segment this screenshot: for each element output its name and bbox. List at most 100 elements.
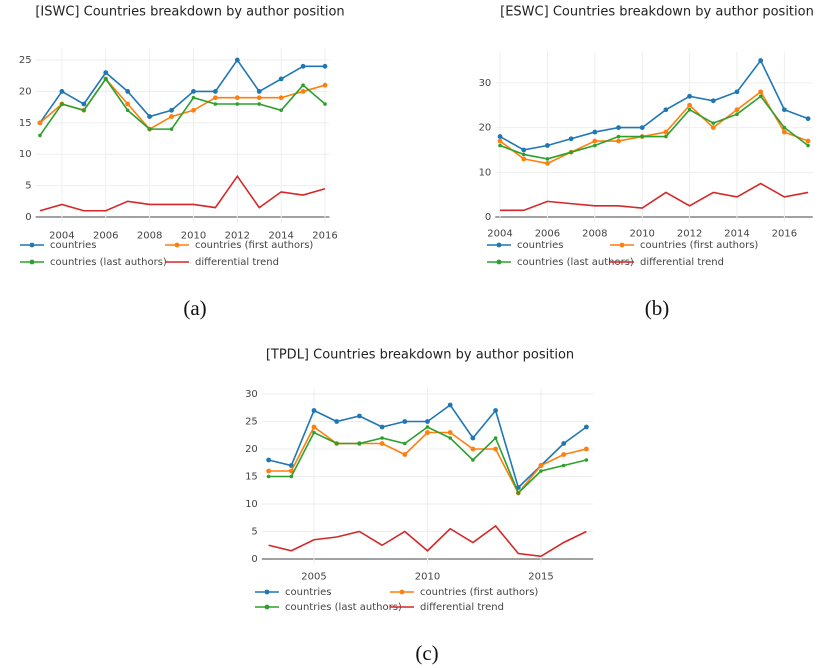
point (266, 468, 272, 474)
point (493, 446, 498, 452)
y-tick-label: 30 (479, 78, 492, 89)
legend-label: countries (first authors) (640, 240, 758, 251)
point (805, 138, 811, 144)
point (379, 441, 385, 446)
point (640, 134, 645, 139)
point (103, 70, 109, 76)
legend-label: countries (first authors) (420, 587, 538, 598)
point (498, 143, 502, 148)
point (710, 125, 716, 131)
point (447, 402, 453, 408)
point (256, 95, 262, 101)
legend-marker (496, 259, 502, 265)
point (521, 147, 527, 153)
series-line (499, 95, 809, 160)
x-tick-label: 2015 (528, 572, 553, 583)
point (593, 143, 597, 148)
point (561, 441, 567, 446)
y-tick-label: 30 (245, 389, 258, 400)
point (125, 89, 131, 94)
chart-title: [TPDL] Countries breakdown by author pos… (266, 348, 574, 363)
y-tick-label: 0 (25, 212, 31, 223)
x-tick-label: 2012 (677, 229, 702, 240)
legend-label: differential trend (195, 257, 279, 268)
point (545, 160, 550, 166)
point (256, 89, 262, 94)
point (470, 435, 476, 441)
x-tick-label: 2010 (415, 572, 440, 583)
point (125, 108, 130, 113)
point (710, 98, 716, 104)
y-tick-label: 0 (485, 212, 491, 223)
point (266, 457, 272, 463)
point (278, 95, 284, 101)
point (687, 107, 692, 112)
point (758, 94, 763, 99)
chart-title: [ESWC] Countries breakdown by author pos… (500, 5, 814, 20)
point (82, 108, 86, 113)
caption: (a) (183, 296, 206, 320)
point (323, 102, 327, 106)
point (616, 138, 621, 144)
point (147, 127, 152, 131)
legend-label: countries (first authors) (195, 240, 313, 251)
y-tick-label: 5 (251, 527, 257, 538)
point (300, 89, 306, 94)
x-tick-label: 2014 (724, 229, 749, 240)
legend-marker (264, 604, 270, 610)
series-line (500, 182, 809, 212)
legend-label: differential trend (420, 602, 504, 613)
y-tick-label: 10 (479, 167, 492, 178)
x-tick-label: 2008 (582, 229, 607, 240)
point (191, 95, 196, 100)
y-tick-label: 15 (19, 118, 32, 129)
point (125, 101, 131, 107)
point (470, 446, 476, 452)
point (516, 491, 521, 495)
point (322, 82, 328, 88)
point (447, 430, 453, 435)
point (257, 102, 262, 106)
point (711, 121, 716, 125)
y-tick-label: 25 (19, 55, 32, 66)
point (357, 441, 362, 446)
point (311, 408, 317, 413)
y-tick-label: 10 (245, 499, 258, 510)
point (493, 408, 498, 413)
point (521, 156, 527, 162)
point (583, 424, 589, 430)
legend-marker (619, 242, 625, 248)
point (425, 430, 430, 435)
point (425, 419, 430, 424)
point (169, 127, 174, 131)
point (538, 463, 544, 468)
x-tick-label: 2008 (137, 230, 162, 241)
point (734, 107, 740, 113)
point (289, 474, 294, 479)
point (758, 58, 764, 63)
point (663, 107, 669, 113)
x-tick-label: 2006 (535, 229, 560, 240)
point (616, 134, 621, 139)
y-tick-label: 20 (479, 123, 492, 134)
point (169, 107, 174, 113)
x-tick-label: 2006 (93, 230, 118, 241)
point (235, 102, 240, 106)
point (561, 452, 567, 457)
point (758, 89, 764, 95)
point (734, 89, 740, 95)
point (664, 134, 668, 139)
legend-marker (264, 589, 270, 595)
point (592, 138, 598, 144)
point (311, 424, 317, 430)
point (288, 463, 294, 468)
point (616, 125, 621, 131)
point (782, 125, 787, 130)
y-tick-label: 20 (19, 86, 32, 97)
x-tick-label: 2004 (49, 230, 74, 241)
point (545, 143, 550, 148)
x-tick-label: 2012 (225, 230, 250, 241)
legend-label: countries (285, 587, 331, 598)
point (539, 469, 543, 473)
point (234, 95, 240, 101)
